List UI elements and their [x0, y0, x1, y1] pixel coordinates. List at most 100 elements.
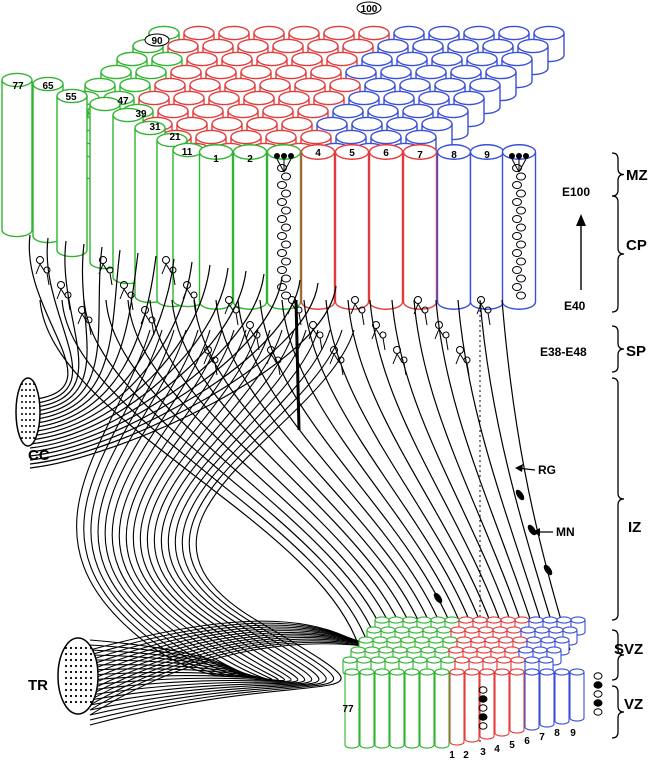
- column-top: [393, 25, 425, 41]
- column-top: [335, 129, 367, 145]
- column-top: [370, 129, 402, 145]
- column-top: [434, 77, 466, 93]
- column-top: [482, 38, 514, 54]
- vz-front-column: [524, 668, 540, 731]
- column-body: [469, 152, 505, 310]
- subplate-neuron: [162, 256, 170, 264]
- subplate-neuron: [288, 296, 296, 304]
- thalamic-fiber: [89, 329, 299, 696]
- column-top: [518, 646, 534, 654]
- progenitor-cell: [478, 704, 488, 712]
- column-top: [211, 116, 243, 132]
- radial-glia-fiber: [83, 299, 381, 651]
- column-top: [482, 656, 498, 664]
- column-top: [396, 51, 428, 67]
- axon-dot: [21, 413, 23, 415]
- column-number: 2: [247, 154, 253, 165]
- column-top: [408, 626, 424, 634]
- column-body: [368, 152, 404, 310]
- subplate-dendrite: [161, 263, 176, 286]
- subplate-dendrite: [329, 353, 344, 376]
- vz-front-column: [419, 668, 435, 749]
- column-top: [218, 25, 250, 41]
- column-top: [138, 90, 170, 106]
- subplate-neuron: [120, 281, 128, 289]
- callosal-fiber: [29, 243, 88, 413]
- neuron-soma: [516, 153, 522, 159]
- column-top: [176, 116, 208, 132]
- subplate-dendrite: [98, 263, 113, 286]
- column-top: [453, 90, 485, 106]
- subplate-neuron: [127, 291, 135, 299]
- column-top: [384, 656, 400, 664]
- migrating-neuron: [281, 257, 291, 266]
- axon-dot: [79, 670, 83, 674]
- column-top: [134, 120, 166, 136]
- column-top: [434, 668, 450, 676]
- vz-front-column: [344, 668, 360, 749]
- axon-dot: [21, 419, 23, 421]
- column-top: [205, 64, 237, 80]
- subplate-neuron: [463, 356, 471, 364]
- radial-glia-fiber: [149, 299, 411, 651]
- column-top: [232, 144, 268, 160]
- column-body: [509, 672, 525, 734]
- column-top: [348, 90, 380, 106]
- column-body: [569, 672, 585, 722]
- subplate-neuron: [267, 346, 275, 354]
- axon-dot: [74, 670, 78, 674]
- dendrite: [511, 158, 520, 173]
- axon-dot: [89, 664, 93, 668]
- column-top: [504, 646, 520, 654]
- axon-dot: [29, 437, 31, 439]
- column-top: [1, 72, 33, 88]
- column-top: [230, 129, 262, 145]
- axon-dot: [33, 425, 35, 427]
- vz-front-column: [509, 668, 525, 734]
- column-top: [512, 636, 528, 644]
- column-body: [524, 672, 540, 731]
- axon-dot: [64, 676, 68, 680]
- rg-label: RG: [538, 463, 556, 477]
- axon-dot: [64, 646, 68, 650]
- column-top: [420, 646, 436, 654]
- green-column: [56, 88, 88, 258]
- callosal-fiber: [29, 282, 319, 465]
- axon-dot: [21, 407, 23, 409]
- radial-glia-fiber: [479, 299, 561, 651]
- column-top: [253, 25, 285, 41]
- radial-glia-fiber: [413, 299, 531, 651]
- column-top: [466, 51, 498, 67]
- dendrite: [276, 158, 285, 173]
- column-number: 8: [451, 150, 457, 161]
- column-number: 90: [151, 36, 163, 47]
- column-top: [227, 103, 259, 119]
- column-top: [256, 51, 288, 67]
- column-top: [412, 656, 428, 664]
- column-top: [434, 646, 450, 654]
- axon-dot: [79, 694, 83, 698]
- subplate-dendrite: [308, 328, 323, 351]
- axon-dot: [69, 694, 73, 698]
- column-top: [532, 646, 548, 654]
- radial-glia-fiber: [281, 299, 471, 651]
- zone-bracket: [611, 195, 625, 313]
- axon-dot: [25, 413, 27, 415]
- migrating-neuron: [277, 215, 287, 223]
- neuron-soma: [281, 153, 287, 159]
- column-top: [323, 25, 355, 41]
- progenitor-cell: [593, 681, 603, 689]
- column-top: [454, 656, 470, 664]
- column-top: [470, 636, 486, 644]
- axon-dot: [84, 682, 88, 686]
- axon-dot: [33, 395, 35, 397]
- column-top: [478, 626, 494, 634]
- radial-glia-fiber: [193, 299, 431, 651]
- column-top: [372, 636, 388, 644]
- axon-dot: [89, 700, 93, 704]
- column-top: [526, 636, 542, 644]
- rg-arrowhead: [515, 464, 523, 472]
- column-top: [208, 90, 240, 106]
- column-top: [546, 646, 562, 654]
